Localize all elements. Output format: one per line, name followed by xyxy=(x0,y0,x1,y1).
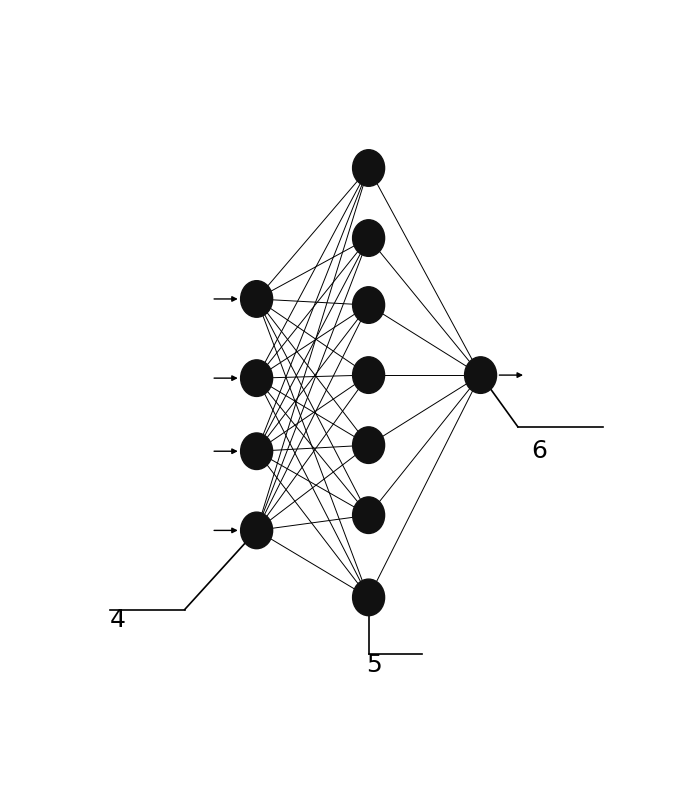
Circle shape xyxy=(241,281,272,317)
Circle shape xyxy=(464,357,497,393)
Circle shape xyxy=(241,360,272,396)
Circle shape xyxy=(353,579,385,615)
Text: 5: 5 xyxy=(366,653,382,676)
Circle shape xyxy=(353,357,385,393)
Circle shape xyxy=(353,287,385,324)
Text: 6: 6 xyxy=(531,440,547,464)
Circle shape xyxy=(241,512,272,549)
Text: 4: 4 xyxy=(110,608,126,632)
Circle shape xyxy=(353,220,385,256)
Circle shape xyxy=(353,149,385,186)
Circle shape xyxy=(353,427,385,464)
Circle shape xyxy=(353,497,385,533)
Circle shape xyxy=(241,433,272,470)
